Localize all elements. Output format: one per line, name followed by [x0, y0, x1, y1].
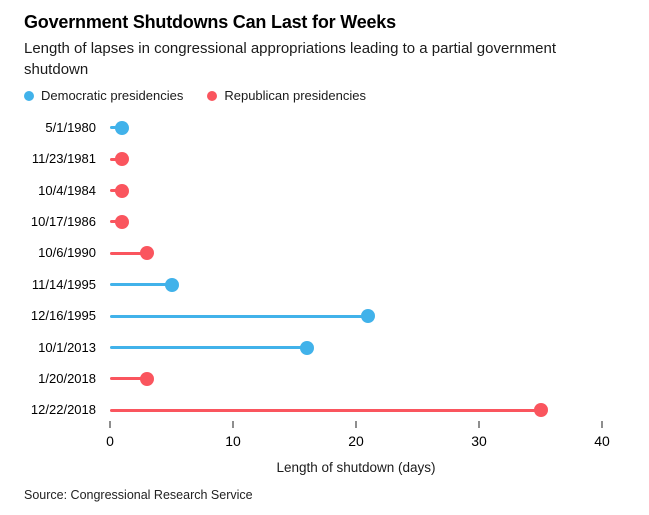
lollipop-dot [115, 214, 130, 229]
row-label: 12/16/1995 [30, 308, 96, 324]
lollipop-dot [139, 371, 154, 386]
lollipop-stem [110, 251, 147, 255]
legend-label-democratic: Democratic presidencies [41, 88, 184, 103]
republican-dot-icon [207, 90, 218, 101]
lollipop-stem [110, 346, 307, 349]
lollipop-dot [299, 340, 314, 355]
row-label: 10/17/1986 [30, 213, 96, 229]
row-label: 10/6/1990 [38, 245, 96, 261]
democratic-dot-icon [24, 90, 34, 101]
x-axis-tick-label: 20 [348, 433, 364, 449]
row-label: 11/14/1995 [31, 276, 96, 292]
x-axis-tick-label: 10 [225, 433, 241, 449]
source-note: Source: Congressional Research Service [24, 488, 253, 502]
row-label: 11/23/1981 [31, 151, 96, 167]
x-axis-title: Length of shutdown (days) [276, 460, 436, 475]
row-label: 10/1/2013 [38, 339, 96, 355]
x-axis-tick-label: 40 [594, 433, 610, 449]
row-label: 5/1/1980 [45, 119, 96, 135]
lollipop-stem [110, 377, 147, 381]
lollipop-stem [110, 314, 369, 318]
x-axis-tick [109, 421, 111, 428]
chart-title: Government Shutdowns Can Last for Weeks [24, 12, 396, 32]
lollipop-stem [110, 283, 172, 287]
row-label: 1/20/2018 [38, 370, 96, 386]
lollipop-stem [110, 408, 541, 412]
lollipop-dot [361, 309, 376, 324]
lollipop-dot [115, 120, 130, 135]
lollipop-dot [139, 246, 154, 261]
lollipop-dot [115, 152, 130, 167]
legend: Democratic presidencies Republican presi… [24, 88, 366, 103]
x-axis-tick [355, 421, 357, 428]
lollipop-dot [115, 183, 130, 198]
x-axis-tick [232, 421, 234, 428]
x-axis-tick [478, 421, 480, 428]
row-label: 10/4/1984 [38, 182, 96, 198]
chart-subtitle: Length of lapses in congressional approp… [24, 40, 557, 78]
legend-item-democratic: Democratic presidencies [24, 88, 183, 103]
legend-label-republican: Republican presidencies [224, 88, 366, 103]
legend-item-republican: Republican presidencies [207, 88, 366, 103]
lollipop-dot [164, 277, 179, 292]
x-axis-tick [601, 421, 603, 428]
x-axis-tick-label: 0 [106, 433, 114, 449]
x-axis-tick-label: 30 [471, 433, 487, 449]
lollipop-dot [533, 403, 548, 418]
row-label: 12/22/2018 [30, 402, 96, 418]
